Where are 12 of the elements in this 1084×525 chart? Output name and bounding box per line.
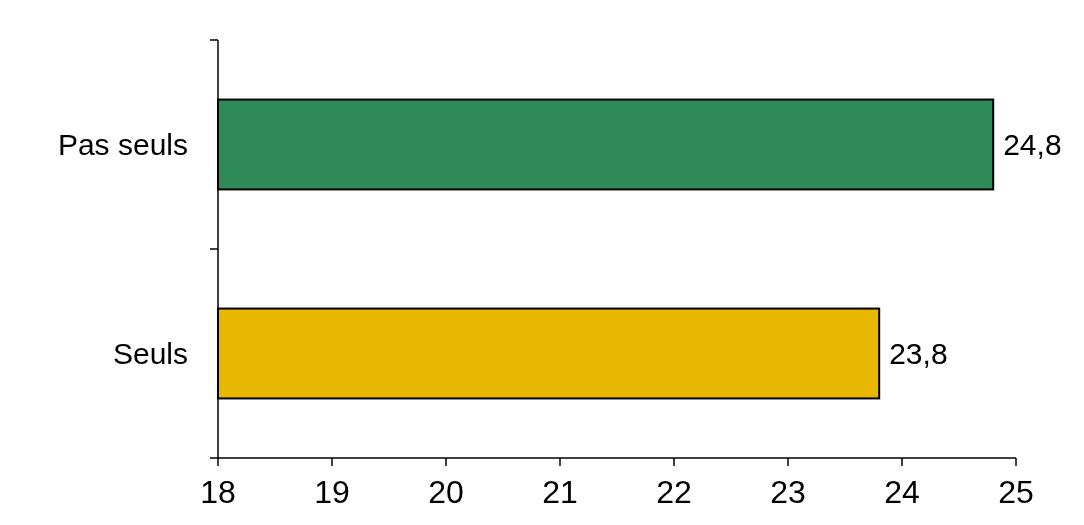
x-tick-label: 18 — [200, 474, 236, 510]
y-tick-label: Seuls — [112, 337, 188, 370]
data-label: 23,8 — [889, 337, 948, 370]
x-tick-label: 22 — [656, 474, 692, 510]
x-tick-label: 21 — [542, 474, 578, 510]
x-tick-label: 25 — [998, 474, 1034, 510]
data-label: 24,8 — [1003, 128, 1062, 161]
x-tick-label: 23 — [770, 474, 806, 510]
x-tick-label: 19 — [314, 474, 350, 510]
x-tick-label: 24 — [884, 474, 920, 510]
y-tick-label: Pas seuls — [57, 128, 188, 161]
x-tick-label: 20 — [428, 474, 464, 510]
